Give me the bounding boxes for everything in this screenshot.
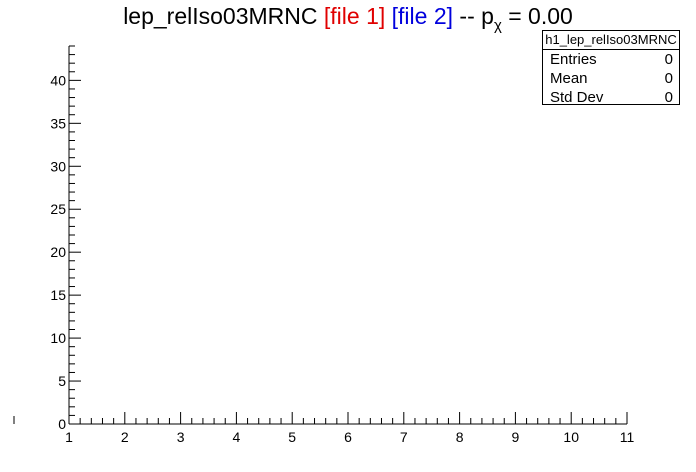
stats-label: Mean [550, 70, 588, 87]
stats-row-entries: Entries 0 [543, 50, 679, 69]
y-tick-label: 35 [50, 115, 66, 131]
stats-value: 0 [664, 70, 673, 87]
x-tick-label: 6 [344, 429, 352, 445]
y-tick-label: 0 [58, 416, 66, 432]
chart-title: lep_relIso03MRNC [file 1] [file 2] -- pχ… [0, 3, 696, 34]
y-tick-label: 30 [50, 158, 66, 174]
x-tick-label: 4 [233, 429, 241, 445]
stats-label: Entries [550, 51, 597, 68]
x-tick-label: 10 [563, 429, 579, 445]
stats-value: 0 [664, 89, 673, 106]
y-tick-label: 40 [50, 72, 66, 88]
stats-title: h1_lep_relIso03MRNC [543, 31, 679, 50]
x-tick-label: 3 [177, 429, 185, 445]
x-tick-label: 7 [400, 429, 408, 445]
y-tick-label: 25 [50, 201, 66, 217]
stats-box: h1_lep_relIso03MRNC Entries 0 Mean 0 Std… [542, 30, 680, 107]
stats-row-stddev: Std Dev 0 [543, 88, 679, 107]
stats-value: 0 [664, 51, 673, 68]
title-separator: -- [459, 3, 475, 29]
y-tick-label: 10 [50, 330, 66, 346]
y-tick-label: 5 [58, 373, 66, 389]
title-file1: [file 1] [323, 3, 386, 29]
y-tick-label: 20 [50, 244, 66, 260]
x-tick-label: 8 [456, 429, 464, 445]
stats-label: Std Dev [550, 89, 604, 106]
title-file2: [file 2] [391, 3, 454, 29]
stats-row-mean: Mean 0 [543, 69, 679, 88]
x-tick-label: 5 [288, 429, 296, 445]
title-pvalue: = 0.00 [508, 3, 573, 29]
title-name: lep_relIso03MRNC [123, 3, 318, 29]
title-p: p [481, 3, 494, 29]
x-tick-label: 9 [512, 429, 520, 445]
title-chi: χ [493, 17, 502, 34]
x-tick-label: 2 [121, 429, 129, 445]
x-tick-label: 11 [620, 429, 635, 445]
axes: 1 2 3 4 5 6 7 8 9 10 11 0 5 10 15 20 25 30 35 40 [50, 45, 635, 445]
x-tick-label: 1 [65, 429, 73, 445]
y-tick-label: 15 [50, 287, 66, 303]
